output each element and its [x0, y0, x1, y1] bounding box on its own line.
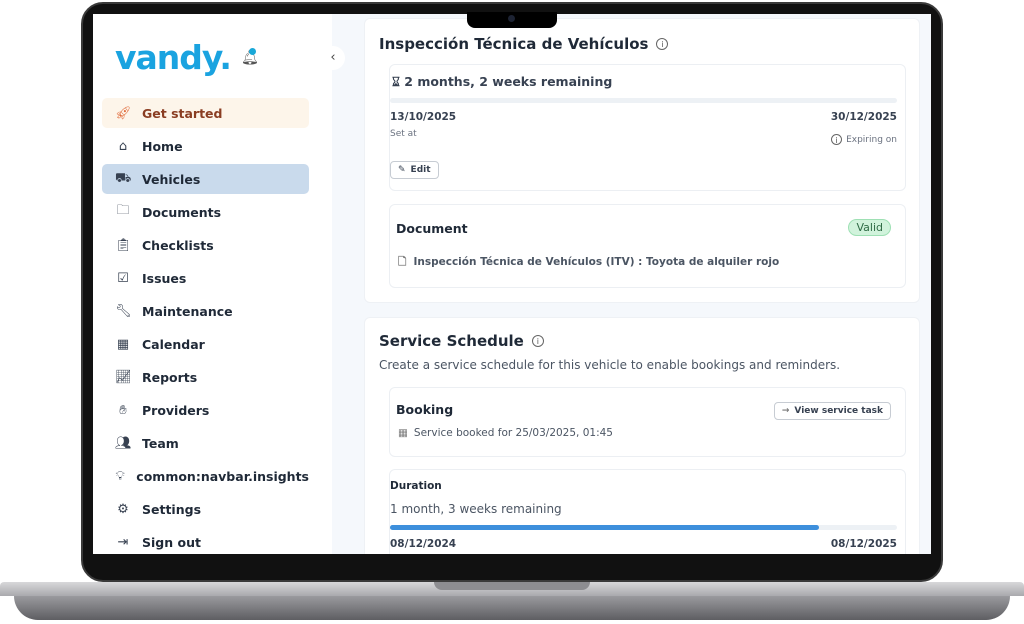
document-file-name: Inspección Técnica de Vehículos (ITV) : … [413, 256, 780, 268]
file-icon: 🗋 [398, 256, 407, 268]
sidebar-nav: 🚀︎ Get started ⌂ Home ⛟ Vehicles 🗀 Documents 📋︎ C… [102, 98, 309, 554]
truck-icon: ⛟ [115, 170, 132, 186]
sidebar-item-label: Sign out [142, 534, 201, 550]
sidebar-item-vehicles[interactable]: ⛟ Vehicles [102, 164, 309, 194]
itv-start-label: Set at [390, 129, 417, 139]
info-icon[interactable]: i [831, 134, 843, 145]
calendar-icon: ▦ [398, 427, 408, 439]
itv-end-date: 30/12/2025 [830, 111, 897, 123]
sidebar-item-label: Team [142, 435, 179, 451]
booking-heading: Booking [396, 402, 454, 417]
rocket-icon: 🚀︎ [115, 105, 132, 121]
itv-start-date: 13/10/2025 [390, 111, 457, 123]
sidebar-item-get-started[interactable]: 🚀︎ Get started [102, 98, 309, 128]
arrow-right-icon: → [781, 406, 790, 416]
gear-icon: ⚙ [117, 501, 129, 517]
hourglass-icon: ⌛︎ [392, 74, 405, 89]
sidebar-item-label: Home [142, 138, 183, 154]
sidebar-item-reports[interactable]: 📈︎ Reports [102, 362, 309, 392]
notification-bell-icon[interactable]: 🔔︎ [241, 48, 259, 66]
sidebar-item-checklists[interactable]: 📋︎ Checklists [102, 230, 309, 260]
clipboard-check-icon: ☑ [117, 270, 129, 286]
edit-button[interactable]: ✎ Edit [390, 161, 439, 179]
laptop-lip [434, 582, 590, 590]
booking-text: Service booked for 25/03/2025, 01:45 [413, 427, 613, 439]
document-link[interactable]: 🗋 Inspección Técnica de Vehículos (ITV) :… [398, 254, 779, 272]
duration-heading: Duration [390, 480, 442, 492]
camera-notch [467, 12, 557, 28]
sidebar-item-documents[interactable]: 🗀 Documents [102, 197, 309, 227]
itv-timer-box: ⌛︎ 2 months, 2 weeks remaining 13/10/202… [389, 64, 906, 191]
info-icon[interactable]: i [656, 38, 669, 50]
handshake-icon: ✋︎ [119, 402, 127, 418]
team-icon: 👥︎ [115, 435, 132, 451]
screen: vandy. 🔔︎ 🚀︎ Get started ⌂ Home ⛟ Vehicles 🗀 Do… [93, 14, 931, 554]
sidebar-item-label: Reports [142, 369, 198, 385]
service-description: Create a service schedule for this vehic… [379, 358, 841, 372]
itv-card: Inspección Técnica de Vehículos i ⌛︎ 2 mo… [364, 18, 920, 303]
sidebar: vandy. 🔔︎ 🚀︎ Get started ⌂ Home ⛟ Vehicles 🗀 Do… [93, 14, 332, 554]
sign-out-icon: ⇥ [117, 534, 129, 550]
sidebar-item-label: Calendar [142, 336, 205, 352]
clipboard-list-icon: 📋︎ [115, 237, 132, 253]
sidebar-item-calendar[interactable]: ▦ Calendar [102, 329, 309, 359]
document-heading: Document [396, 221, 468, 236]
vandy-logo: vandy. [115, 38, 232, 77]
sidebar-item-sign-out[interactable]: ⇥ Sign out [102, 527, 309, 554]
status-badge: Valid [848, 219, 891, 236]
service-title: Service Schedule [379, 332, 524, 350]
sidebar-item-label: common:navbar.insights [136, 468, 309, 484]
sidebar-item-issues[interactable]: ☑ Issues [102, 263, 309, 293]
collapse-sidebar-button[interactable]: ‹ [321, 46, 345, 70]
lightbulb-icon: 💡︎ [115, 468, 125, 484]
duration-progress-bar [390, 525, 897, 530]
sidebar-item-label: Get started [142, 105, 223, 121]
itv-remaining: 2 months, 2 weeks remaining [404, 74, 613, 89]
sidebar-item-team[interactable]: 👥︎ Team [102, 428, 309, 458]
main-content: Inspección Técnica de Vehículos i ⌛︎ 2 mo… [332, 14, 931, 554]
pencil-icon: ✎ [398, 165, 406, 175]
folder-icon: 🗀 [116, 203, 130, 218]
sidebar-item-label: Checklists [142, 237, 214, 253]
duration-remaining: 1 month, 3 weeks remaining [390, 502, 562, 516]
sidebar-item-label: Maintenance [142, 303, 233, 319]
sidebar-item-settings[interactable]: ⚙ Settings [102, 494, 309, 524]
sidebar-item-providers[interactable]: ✋︎ Providers [102, 395, 309, 425]
wrench-icon: 🔧︎ [115, 303, 132, 319]
edit-label: Edit [410, 165, 431, 175]
sidebar-item-label: Providers [142, 402, 210, 418]
sidebar-item-common-navbar-insights[interactable]: 💡︎ common:navbar.insights [102, 461, 309, 491]
laptop-base-bottom [14, 596, 1010, 620]
view-service-task-label: View service task [794, 406, 883, 416]
calendar-icon: ▦ [116, 336, 130, 352]
info-icon[interactable]: i [531, 335, 544, 347]
itv-title: Inspección Técnica de Vehículos [379, 35, 649, 53]
itv-end-label: Expiring on [846, 135, 897, 145]
itv-progress-bar [390, 98, 897, 103]
duration-start: 08/12/2024 [390, 538, 457, 550]
duration-end: 08/12/2025 [830, 538, 897, 550]
sidebar-item-label: Issues [142, 270, 187, 286]
booking-box: Booking → View service task ▦ Service book… [389, 387, 906, 457]
sidebar-item-label: Documents [142, 204, 222, 220]
document-box: Document Valid 🗋 Inspección Técnica de Ve… [389, 204, 906, 288]
home-icon: ⌂ [118, 138, 128, 154]
service-schedule-card: Service Schedule i Create a service sched… [364, 317, 920, 554]
duration-box: Duration 1 month, 3 weeks remaining 08/1… [389, 469, 906, 554]
sidebar-item-label: Vehicles [142, 171, 201, 187]
sidebar-item-home[interactable]: ⌂ Home [102, 131, 309, 161]
report-icon: 📈︎ [115, 369, 132, 385]
view-service-task-button[interactable]: → View service task [773, 402, 891, 420]
sidebar-item-maintenance[interactable]: 🔧︎ Maintenance [102, 296, 309, 326]
sidebar-item-label: Settings [142, 501, 202, 517]
